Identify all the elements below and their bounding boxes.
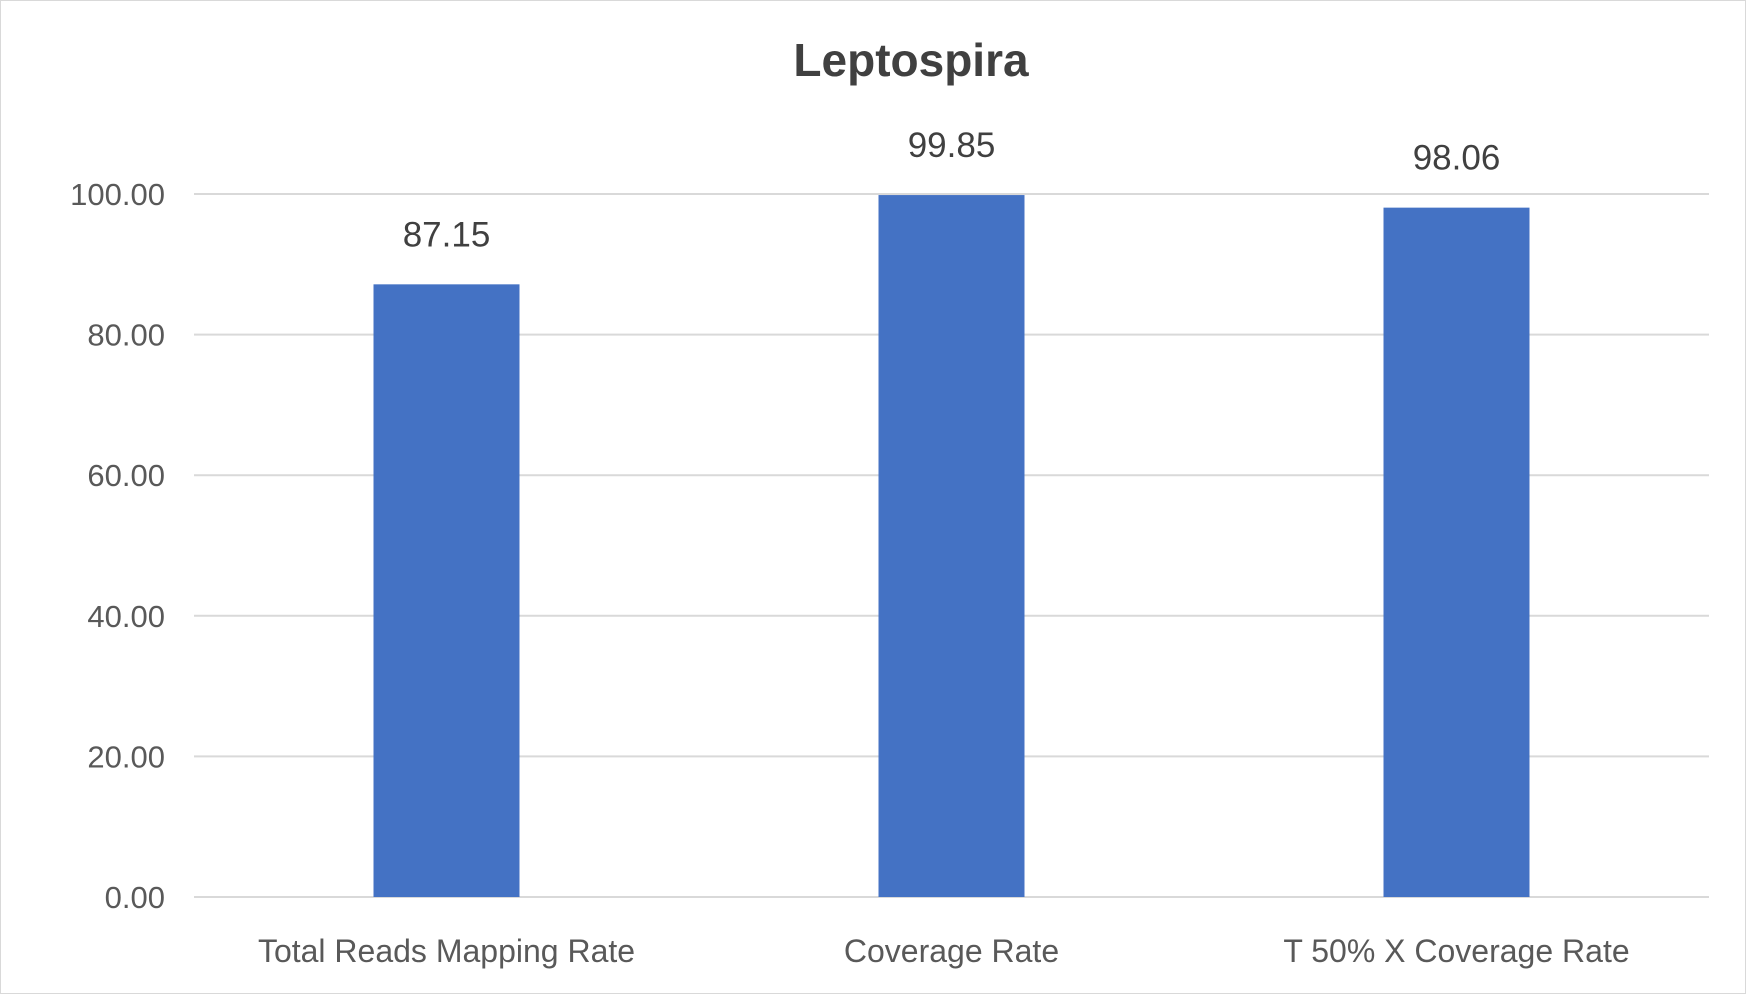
data-label: 98.06 [1413, 139, 1501, 178]
y-tick-label: 100.00 [70, 177, 165, 212]
bar [373, 284, 520, 897]
y-tick-label: 80.00 [87, 318, 165, 353]
y-tick-label: 20.00 [87, 739, 165, 774]
x-tick-label: T 50% X Coverage Rate [1283, 933, 1629, 969]
bar [1383, 207, 1530, 898]
bar [878, 195, 1025, 897]
y-tick-label: 60.00 [87, 458, 165, 493]
y-tick-label: 40.00 [87, 599, 165, 634]
data-label: 99.85 [908, 126, 996, 165]
data-label: 87.15 [403, 215, 491, 254]
chart-title: Leptospira [793, 34, 1029, 86]
x-tick-label: Coverage Rate [844, 933, 1059, 969]
y-tick-label: 0.00 [105, 880, 165, 915]
x-tick-label: Total Reads Mapping Rate [258, 933, 635, 969]
